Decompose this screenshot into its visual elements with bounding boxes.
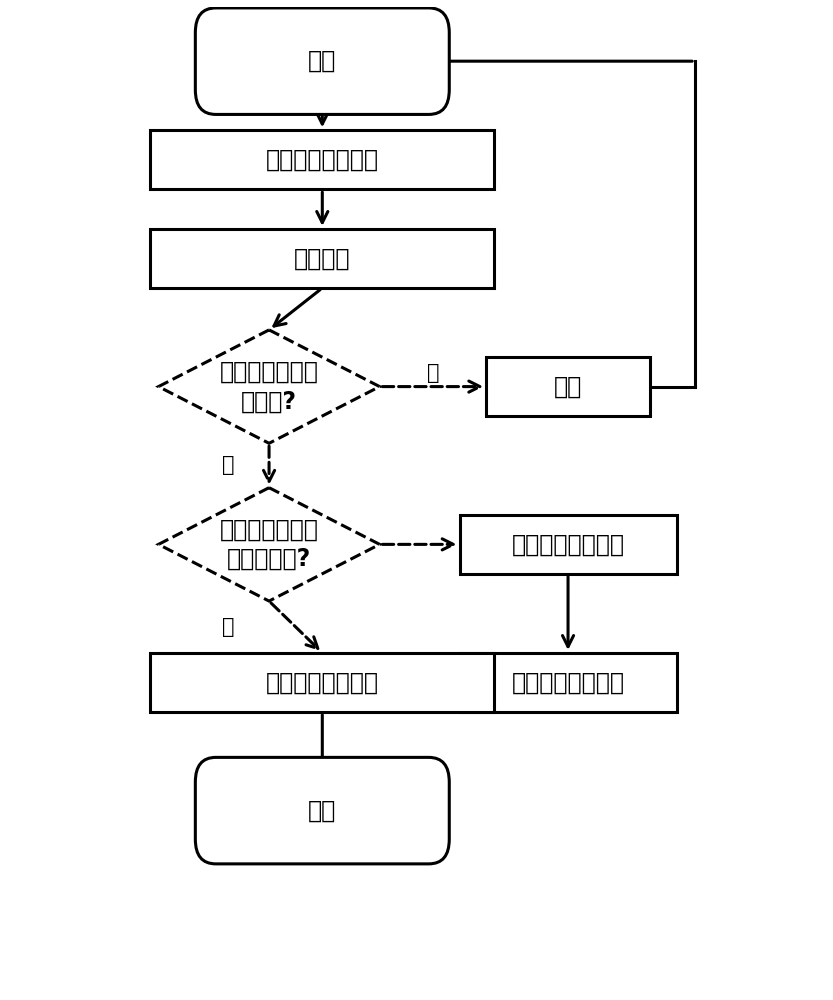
Text: 注册误差修正算法: 注册误差修正算法 xyxy=(511,670,625,694)
Text: 是否存在合适误
差修正算法?: 是否存在合适误 差修正算法? xyxy=(220,518,318,571)
Text: 结束: 结束 xyxy=(308,799,337,823)
FancyBboxPatch shape xyxy=(150,653,494,712)
FancyBboxPatch shape xyxy=(150,229,494,288)
Text: 开发误差修正算法: 开发误差修正算法 xyxy=(511,532,625,556)
Text: 选择通道: 选择通道 xyxy=(294,246,351,270)
Text: 开始: 开始 xyxy=(308,49,337,73)
FancyBboxPatch shape xyxy=(150,130,494,189)
FancyBboxPatch shape xyxy=(196,757,449,864)
Polygon shape xyxy=(158,488,380,601)
Text: 是否存在通道校
准数据?: 是否存在通道校 准数据? xyxy=(220,360,318,413)
Polygon shape xyxy=(158,330,380,443)
Text: 是: 是 xyxy=(222,455,234,475)
FancyBboxPatch shape xyxy=(486,357,650,416)
FancyBboxPatch shape xyxy=(460,515,676,574)
Text: 运行误差修正模块: 运行误差修正模块 xyxy=(266,148,379,172)
FancyBboxPatch shape xyxy=(460,653,676,712)
Text: 提示: 提示 xyxy=(554,375,582,399)
FancyBboxPatch shape xyxy=(196,8,449,114)
Text: 是: 是 xyxy=(222,617,234,637)
Text: 否: 否 xyxy=(426,363,439,383)
Text: 选择误差修正算法: 选择误差修正算法 xyxy=(266,670,379,694)
